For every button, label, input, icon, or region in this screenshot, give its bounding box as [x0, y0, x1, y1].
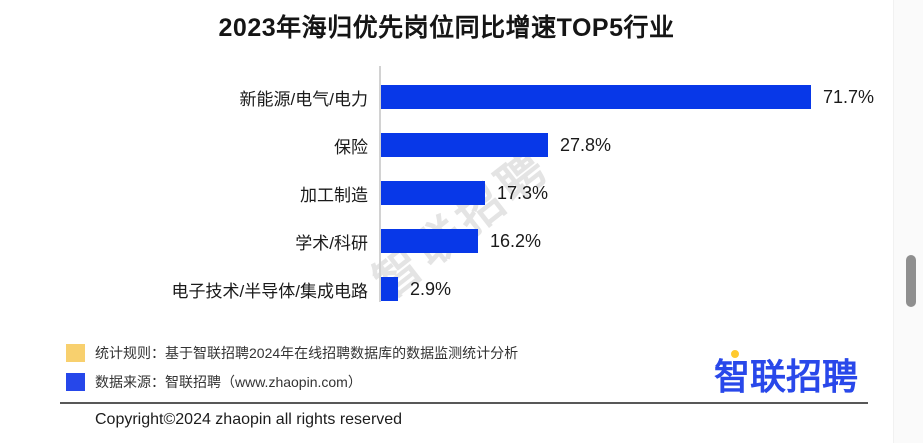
chart-row: 加工制造 17.3%	[0, 169, 880, 217]
value-label: 17.3%	[497, 182, 549, 203]
bar	[381, 229, 478, 253]
category-label: 保险	[334, 137, 368, 157]
zhaopin-logo-ring-icon	[731, 350, 739, 358]
zhaopin-logo: 智联招聘	[714, 348, 858, 400]
legend: 统计规则：基于智联招聘2024年在线招聘数据库的数据监测统计分析 数据来源：智联…	[66, 343, 518, 401]
legend-swatch-blue	[66, 373, 85, 391]
chart-axis-line	[379, 66, 381, 302]
legend-item-rule: 统计规则：基于智联招聘2024年在线招聘数据库的数据监测统计分析	[66, 343, 518, 363]
legend-label-source: 数据来源：智联招聘（www.zhaopin.com）	[95, 374, 362, 390]
category-label: 电子技术/半导体/集成电路	[171, 281, 368, 301]
bar	[381, 181, 485, 205]
legend-item-source: 数据来源：智联招聘（www.zhaopin.com）	[66, 372, 518, 392]
category-label: 学术/科研	[295, 233, 368, 253]
chart-row: 学术/科研 16.2%	[0, 217, 880, 265]
bar	[381, 85, 811, 109]
bar-area: 16.2%	[370, 217, 880, 265]
bar-area: 71.7%	[370, 73, 880, 121]
bar-area: 2.9%	[370, 265, 880, 313]
value-label: 2.9%	[410, 278, 452, 299]
zhaopin-logo-text: 智联招聘	[714, 356, 859, 397]
scrollbar-thumb[interactable]	[906, 255, 916, 307]
bar	[381, 133, 548, 157]
category-label: 新能源/电气/电力	[239, 89, 368, 109]
legend-label-rule: 统计规则：基于智联招聘2024年在线招聘数据库的数据监测统计分析	[95, 345, 519, 361]
bar-area: 17.3%	[370, 169, 880, 217]
chart-title: 2023年海归优先岗位同比增速TOP5行业	[218, 14, 675, 42]
value-label: 71.7%	[823, 86, 875, 107]
chart-row: 保险 27.8%	[0, 121, 880, 169]
chart-row: 电子技术/半导体/集成电路 2.9%	[0, 265, 880, 313]
bar-area: 27.8%	[370, 121, 880, 169]
scrollbar-track[interactable]	[893, 0, 923, 443]
copyright-text: Copyright©2024 zhaopin all rights reserv…	[95, 411, 403, 428]
footer-divider	[60, 402, 868, 404]
legend-swatch-yellow	[66, 344, 85, 362]
chart-row: 新能源/电气/电力 71.7%	[0, 73, 880, 121]
value-label: 27.8%	[560, 134, 612, 155]
bar	[381, 277, 398, 301]
category-label: 加工制造	[300, 185, 368, 205]
value-label: 16.2%	[490, 230, 542, 251]
bar-chart: 新能源/电气/电力 71.7% 保险 27.8% 加工制造 17.3% 学术/科研 16.2%…	[0, 73, 880, 313]
